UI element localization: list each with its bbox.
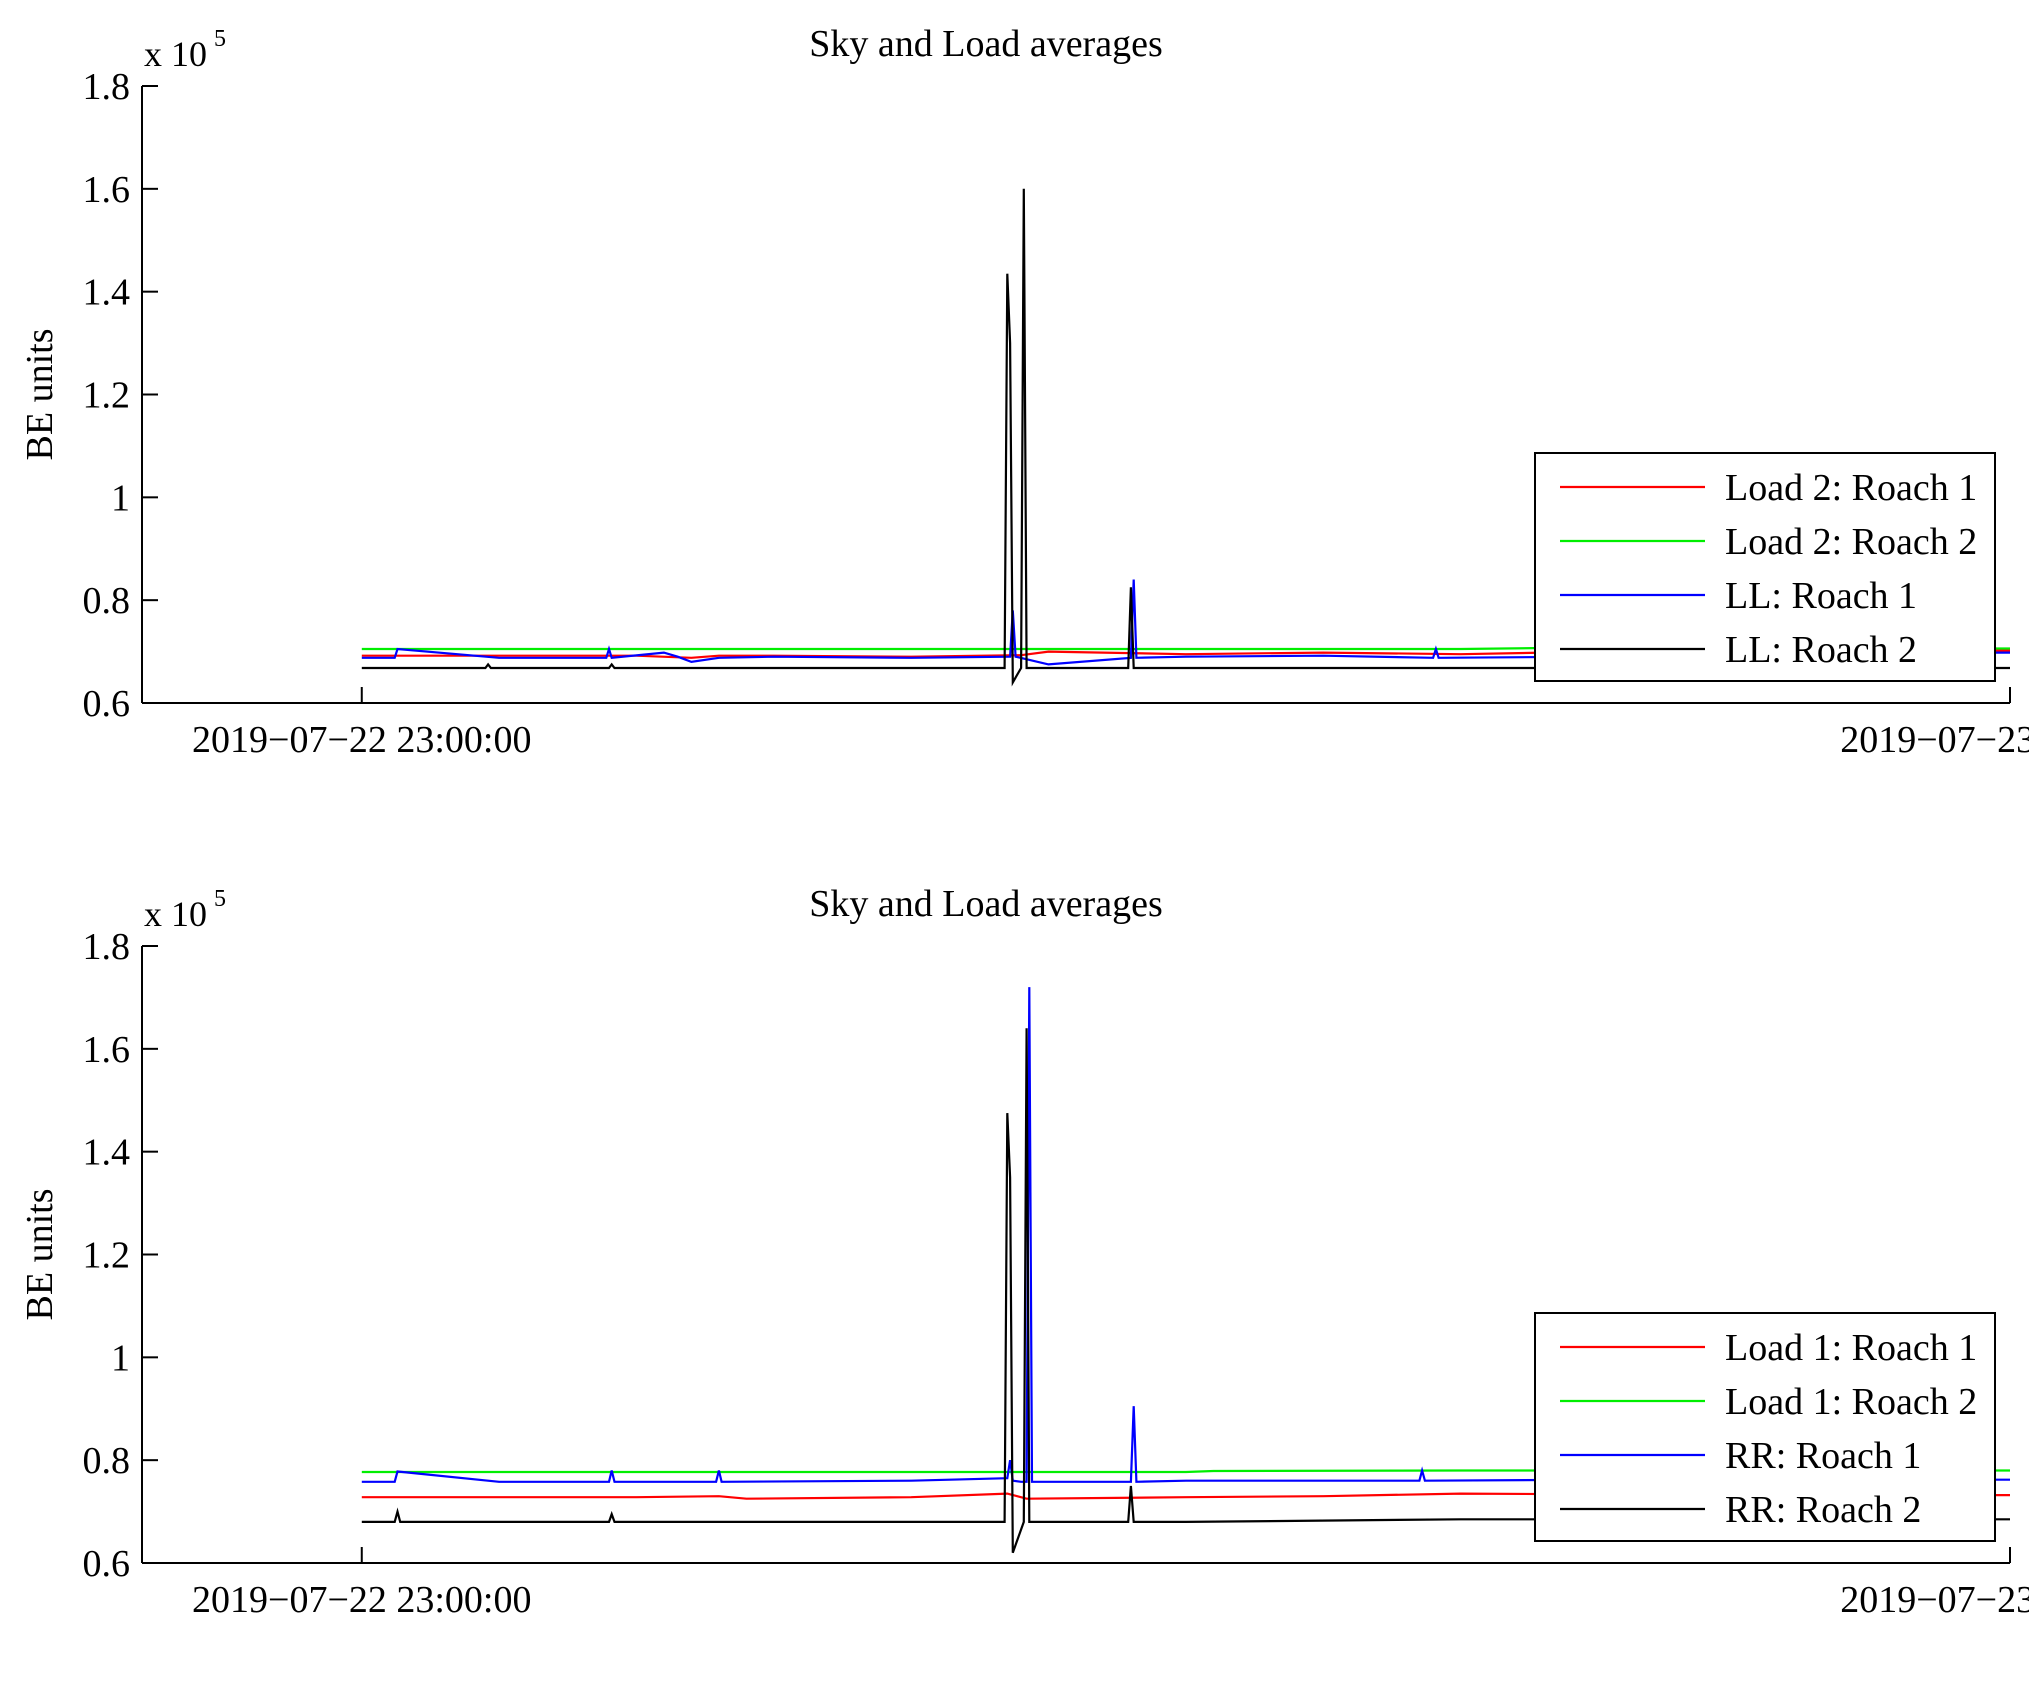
y-tick-label: 0.8 <box>83 1440 131 1482</box>
y-multiplier-exponent: 5 <box>214 886 226 912</box>
y-multiplier-exponent: 5 <box>214 26 226 52</box>
y-axis-label: BE units <box>19 329 61 461</box>
legend-box <box>1534 1312 1996 1542</box>
legend-box <box>1534 452 1996 682</box>
y-tick-label: 1.4 <box>83 1132 131 1174</box>
series-line-load-1-roach-1 <box>361 1492 2010 1500</box>
x-tick-label: 2019−07−23 00:00:00 <box>1840 719 2029 761</box>
y-tick-label: 1.8 <box>83 66 131 108</box>
legend-label-ll-roach-2: LL: Roach 2 <box>1725 629 1917 671</box>
y-tick-label: 1.2 <box>83 375 131 417</box>
y-axis-label: BE units <box>19 1189 61 1321</box>
chart-title: Sky and Load averages <box>809 23 1163 65</box>
y-tick-label: 0.8 <box>83 580 131 622</box>
chart-panel-2: 0.6 0.8 1 1.2 1.4 1.6 1.8 2019−07−22 23:00:00 20… <box>19 883 2029 1621</box>
legend: Load 2: Roach 1 Load 2: Roach 2 LL: Roach … <box>1534 452 1996 682</box>
x-tick-label: 2019−07−22 23:00:00 <box>192 1579 531 1621</box>
y-tick-label: 1.2 <box>83 1235 131 1277</box>
y-tick-label: 1.4 <box>83 272 131 314</box>
y-multiplier: x 10 <box>144 34 207 74</box>
legend-label-load-2-roach-2: Load 2: Roach 2 <box>1725 521 1977 563</box>
legend-label-rr-roach-2: RR: Roach 2 <box>1725 1489 1921 1531</box>
y-tick-label: 1.8 <box>83 926 131 968</box>
y-tick-label: 1 <box>111 477 130 519</box>
legend-label-ll-roach-1: LL: Roach 1 <box>1725 575 1917 617</box>
y-tick-label: 1 <box>111 1337 130 1379</box>
y-tick-label: 1.6 <box>83 169 131 211</box>
y-tick-label: 1.6 <box>83 1029 131 1071</box>
legend-label-rr-roach-1: RR: Roach 1 <box>1725 1435 1921 1477</box>
chart-panel-1: 0.6 0.8 1 1.2 1.4 1.6 1.8 2019−07−22 23:00:00 20… <box>19 23 2029 761</box>
x-tick-label: 2019−07−23 00:00:00 <box>1840 1579 2029 1621</box>
legend-label-load-1-roach-1: Load 1: Roach 1 <box>1725 1327 1977 1369</box>
y-tick-label: 0.6 <box>83 1543 131 1585</box>
x-tick-label: 2019−07−22 23:00:00 <box>192 719 531 761</box>
y-multiplier: x 10 <box>144 894 207 934</box>
chart-title: Sky and Load averages <box>809 883 1163 925</box>
y-tick-label: 0.6 <box>83 683 131 725</box>
legend-label-load-1-roach-2: Load 1: Roach 2 <box>1725 1381 1977 1423</box>
legend-label-load-2-roach-1: Load 2: Roach 1 <box>1725 467 1977 509</box>
legend: Load 1: Roach 1 Load 1: Roach 2 RR: Roach … <box>1534 1312 1996 1542</box>
